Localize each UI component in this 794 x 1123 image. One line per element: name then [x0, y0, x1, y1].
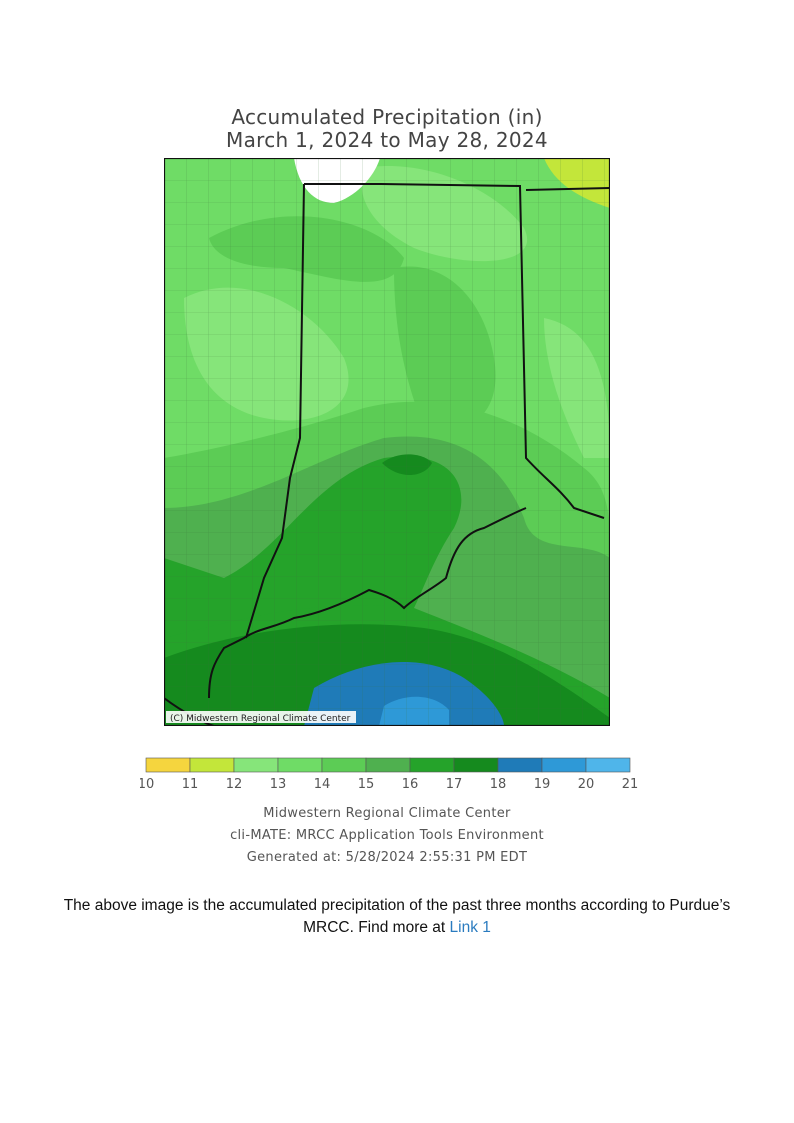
- legend-swatch: [497, 757, 543, 773]
- legend-tick-label: 11: [182, 777, 199, 792]
- caption-text: The above image is the accumulated preci…: [63, 897, 731, 936]
- legend-swatch: [541, 757, 587, 773]
- legend-tick-label: 16: [402, 777, 419, 792]
- figure-caption: The above image is the accumulated preci…: [60, 895, 734, 939]
- legend-tick-label: 18: [490, 777, 507, 792]
- legend-tick-label: 10: [140, 777, 154, 792]
- map-copyright: (C) Midwestern Regional Climate Center: [170, 714, 351, 724]
- legend-tick-label: 21: [622, 777, 639, 792]
- precipitation-legend: 10 11 12 13 14 15 16 17 18 19 20 21: [138, 754, 640, 804]
- legend-tick-label: 20: [578, 777, 595, 792]
- link-1[interactable]: Link 1: [449, 919, 491, 936]
- legend-swatch: [189, 757, 235, 773]
- legend-swatch: [585, 757, 631, 773]
- credit-climate-tool: cli-MATE: MRCC Application Tools Environ…: [230, 828, 544, 843]
- map-date-range: March 1, 2024 to May 28, 2024: [226, 128, 548, 152]
- legend-swatch: [365, 757, 411, 773]
- legend-tick-label: 12: [226, 777, 243, 792]
- credit-mrcc: Midwestern Regional Climate Center: [263, 806, 511, 821]
- map-title: Accumulated Precipitation (in): [231, 105, 543, 129]
- legend-tick-label: 15: [358, 777, 375, 792]
- legend-tick-label: 14: [314, 777, 331, 792]
- legend-swatch: [453, 757, 499, 773]
- precipitation-map: (C) Midwestern Regional Climate Center: [163, 157, 611, 727]
- legend-tick-label: 19: [534, 777, 551, 792]
- legend-tick-label: 13: [270, 777, 287, 792]
- legend-swatch: [277, 757, 323, 773]
- legend-tick-label: 17: [446, 777, 463, 792]
- legend-swatch: [409, 757, 455, 773]
- legend-swatch: [145, 757, 191, 773]
- legend-swatch: [233, 757, 279, 773]
- legend-swatch: [321, 757, 367, 773]
- credit-generated-time: Generated at: 5/28/2024 2:55:31 PM EDT: [246, 850, 528, 865]
